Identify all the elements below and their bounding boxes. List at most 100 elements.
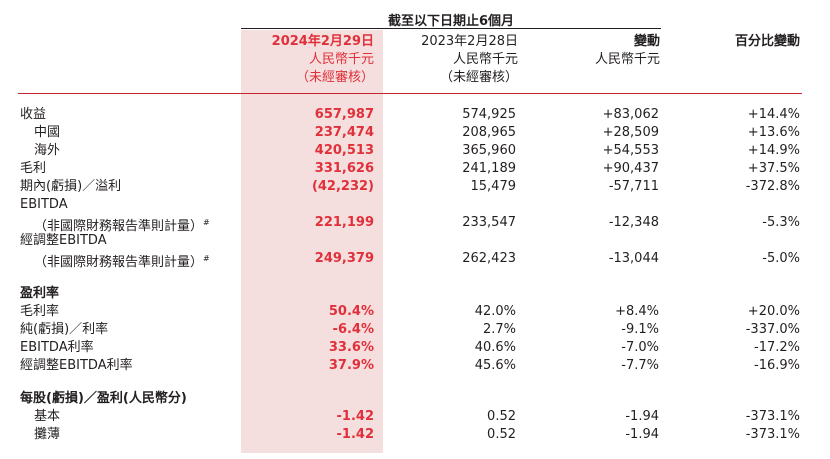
- value-2024: 237,474: [314, 125, 374, 140]
- row-label: EBITDA: [20, 197, 68, 212]
- section-heading-eps: 每股(虧損)／盈利(人民幣分): [18, 390, 802, 408]
- row-label: 中國: [34, 125, 61, 140]
- value-percent-change: +20.0%: [747, 304, 800, 319]
- value-2023: 45.6%: [474, 358, 516, 373]
- value-change: -7.0%: [621, 340, 659, 355]
- column-header-percent-change: 百分比變動: [670, 33, 800, 51]
- value-2023: 574,925: [462, 107, 516, 122]
- value-percent-change: -16.9%: [754, 358, 800, 373]
- value-percent-change: +13.6%: [747, 125, 800, 140]
- value-percent-change: -5.3%: [762, 215, 800, 230]
- row-label: 每股(虧損)／盈利(人民幣分): [20, 391, 187, 406]
- table-row-adjusted-ebitda-margin: 經調整EBITDA利率 37.9% 45.6% -7.7% -16.9%: [18, 357, 802, 375]
- column-header-note: （未經審核）: [295, 70, 374, 85]
- value-2023: 2.7%: [482, 322, 516, 337]
- value-change: -1.94: [625, 427, 659, 442]
- value-percent-change: +14.4%: [747, 107, 800, 122]
- table-row-eps-basic: 基本 -1.42 0.52 -1.94 -373.1%: [18, 408, 802, 426]
- value-change: +28,509: [602, 125, 659, 140]
- period-title: 截至以下日期止6個月: [387, 14, 515, 29]
- row-label: 海外: [34, 143, 61, 158]
- period-title-underline: [241, 28, 661, 29]
- table-row-revenue: 收益 657,987 574,925 +83,062 +14.4%: [18, 106, 802, 124]
- value-change: +8.4%: [615, 304, 659, 319]
- value-change: -9.1%: [621, 322, 659, 337]
- footnote-marker: #: [203, 218, 210, 227]
- column-header-2023: 2023年2月28日 人民幣千元 （未經審核）: [385, 33, 518, 87]
- row-label: EBITDA利率: [20, 340, 94, 355]
- row-label: （非國際財務報告準則計量）#: [34, 214, 210, 236]
- table-row-ebitda: （非國際財務報告準則計量）# 221,199 233,547 -12,348 -…: [18, 214, 802, 234]
- value-2024: (42,232): [311, 179, 374, 194]
- value-percent-change: -17.2%: [754, 340, 800, 355]
- column-header-note: （未經審核）: [439, 70, 518, 85]
- value-2024: 249,379: [314, 251, 374, 266]
- row-label: 經調整EBITDA: [20, 233, 107, 248]
- value-percent-change: -373.1%: [745, 427, 800, 442]
- row-label: 基本: [34, 409, 61, 424]
- value-2024: 331,626: [314, 161, 374, 176]
- table-row-adjusted-ebitda: （非國際財務報告準則計量）# 249,379 262,423 -13,044 -…: [18, 250, 802, 270]
- value-change: -1.94: [625, 409, 659, 424]
- value-2023: 241,189: [462, 161, 516, 176]
- value-percent-change: -5.0%: [762, 251, 800, 266]
- row-label: 經調整EBITDA利率: [20, 358, 133, 373]
- table-row-net-margin: 純(虧損)／利率 -6.4% 2.7% -9.1% -337.0%: [18, 321, 802, 339]
- value-percent-change: +37.5%: [747, 161, 800, 176]
- column-header-unit: 人民幣千元: [594, 52, 660, 67]
- row-label: 毛利率: [20, 304, 60, 319]
- value-2024: 33.6%: [328, 340, 374, 355]
- value-percent-change: +14.9%: [747, 143, 800, 158]
- value-percent-change: -337.0%: [745, 322, 800, 337]
- row-label-text: （非國際財務報告準則計量）: [34, 219, 204, 234]
- value-change: -12,348: [608, 215, 659, 230]
- column-header-title: 百分比變動: [734, 34, 800, 49]
- value-2024: 657,987: [314, 107, 374, 122]
- highlight-column-background: [241, 30, 383, 453]
- value-2023: 262,423: [462, 251, 516, 266]
- value-2024: 50.4%: [328, 304, 374, 319]
- value-2023: 0.52: [487, 427, 516, 442]
- column-header-unit: 人民幣千元: [452, 52, 518, 67]
- footnote-marker: #: [203, 254, 210, 263]
- row-label-text: （非國際財務報告準則計量）: [34, 255, 204, 270]
- value-change: +54,553: [602, 143, 659, 158]
- value-percent-change: -372.8%: [745, 179, 800, 194]
- value-2024: -6.4%: [332, 322, 374, 337]
- column-header-unit: 人民幣千元: [308, 52, 374, 67]
- value-2024: -1.42: [336, 427, 374, 442]
- value-2024: 420,513: [314, 143, 374, 158]
- value-2023: 40.6%: [474, 340, 516, 355]
- row-label: 期內(虧損)／溢利: [20, 179, 122, 194]
- column-header-2024: 2024年2月29日 人民幣千元 （未經審核）: [241, 33, 374, 87]
- value-change: -13,044: [608, 251, 659, 266]
- value-change: +83,062: [602, 107, 659, 122]
- table-row-ebitda-margin: EBITDA利率 33.6% 40.6% -7.0% -17.2%: [18, 339, 802, 357]
- section-heading-margins: 盈利率: [18, 285, 802, 303]
- table-row-adjusted-ebitda-heading: 經調整EBITDA: [18, 232, 802, 250]
- value-change: -7.7%: [621, 358, 659, 373]
- value-change: -57,711: [608, 179, 659, 194]
- row-label: （非國際財務報告準則計量）#: [34, 250, 210, 272]
- value-2023: 233,547: [462, 215, 516, 230]
- table-row-gross-profit: 毛利 331,626 241,189 +90,437 +37.5%: [18, 160, 802, 178]
- value-change: +90,437: [602, 161, 659, 176]
- value-2023: 15,479: [470, 179, 517, 194]
- table-row-period-loss-profit: 期內(虧損)／溢利 (42,232) 15,479 -57,711 -372.8…: [18, 178, 802, 196]
- column-header-title: 變動: [633, 34, 660, 49]
- column-header-date: 2023年2月28日: [421, 34, 518, 49]
- row-label: 攤薄: [34, 427, 61, 442]
- column-header-date: 2024年2月29日: [271, 34, 374, 49]
- row-label: 純(虧損)／利率: [20, 322, 109, 337]
- value-2024: 37.9%: [328, 358, 374, 373]
- table-row-eps-diluted: 攤薄 -1.42 0.52 -1.94 -373.1%: [18, 426, 802, 444]
- value-2024: -1.42: [336, 409, 374, 424]
- table-row-ebitda-heading: EBITDA: [18, 196, 802, 214]
- value-2023: 365,960: [462, 143, 516, 158]
- row-label: 毛利: [20, 161, 47, 176]
- value-2023: 42.0%: [474, 304, 516, 319]
- row-label: 收益: [20, 107, 47, 122]
- table-row-gross-margin: 毛利率 50.4% 42.0% +8.4% +20.0%: [18, 303, 802, 321]
- value-2024: 221,199: [314, 215, 374, 230]
- value-percent-change: -373.1%: [745, 409, 800, 424]
